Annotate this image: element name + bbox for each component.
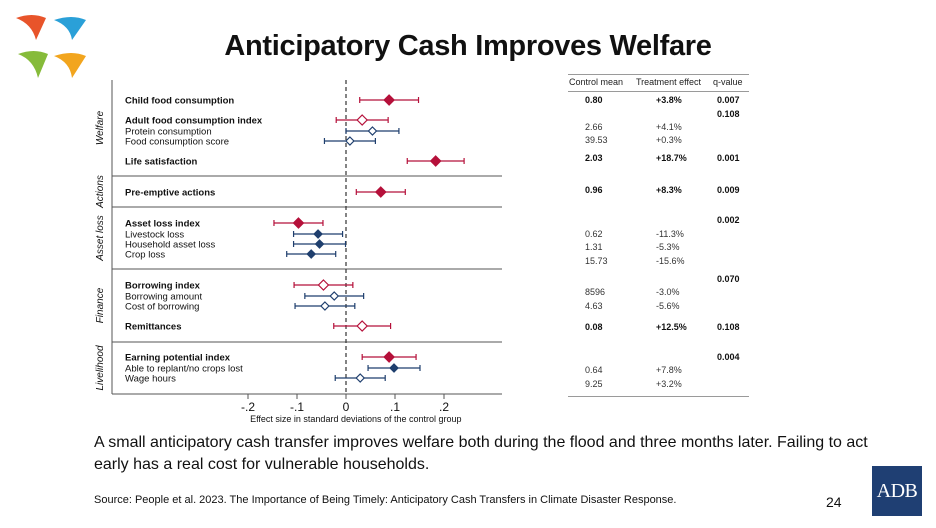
table-cell-q: 0.108 — [717, 109, 740, 119]
row-label: Earning potential index — [125, 353, 231, 364]
row-label: Livestock loss — [125, 230, 184, 241]
point-estimate — [355, 373, 366, 383]
row-label: Borrowing amount — [125, 292, 202, 303]
group-label: Asset loss — [95, 215, 106, 262]
table-cell-effect: -3.0% — [656, 287, 680, 297]
table-cell-q: 0.002 — [717, 215, 740, 225]
col-header-control-mean: Control mean — [569, 77, 624, 87]
logo-mark-orange — [16, 15, 46, 40]
row-label: Life satisfaction — [125, 157, 198, 168]
table-cell-effect: +4.1% — [656, 122, 682, 132]
x-tick-label: .1 — [390, 400, 400, 414]
table-header-rule — [568, 91, 749, 92]
point-estimate — [314, 239, 325, 249]
group-label: Finance — [95, 287, 106, 323]
point-estimate — [383, 351, 395, 363]
table-cell-effect: +8.3% — [656, 185, 682, 195]
row-label: Cost of borrowing — [125, 302, 199, 313]
table-cell-q: 0.001 — [717, 153, 740, 163]
table-cell-mean: 2.03 — [585, 153, 603, 163]
point-estimate — [389, 363, 399, 373]
logo-mark-blue — [54, 17, 86, 40]
table-cell-mean: 2.66 — [585, 122, 603, 132]
point-estimate — [356, 114, 369, 126]
point-estimate — [292, 217, 305, 229]
table-cell-mean: 0.80 — [585, 95, 603, 105]
table-cell-mean: 8596 — [585, 287, 606, 297]
point-estimate — [356, 320, 369, 332]
slide-caption: A small anticipatory cash transfer impro… — [94, 434, 868, 473]
x-tick-label: -.1 — [290, 400, 304, 414]
point-estimate — [429, 155, 442, 167]
logo-mark-yellow — [54, 53, 86, 78]
table-cell-q: 0.009 — [717, 185, 740, 195]
row-label: Protein consumption — [125, 127, 212, 138]
row-label: Borrowing index — [125, 281, 201, 292]
table-cell-mean: 0.08 — [585, 322, 603, 332]
table-cell-effect: +18.7% — [656, 153, 687, 163]
table-cell-effect: +0.3% — [656, 135, 682, 145]
point-estimate — [329, 291, 340, 301]
row-label: Pre-emptive actions — [125, 188, 215, 199]
point-estimate — [367, 126, 378, 136]
point-estimate — [345, 136, 355, 146]
row-label: Remittances — [125, 322, 182, 333]
table-cell-q: 0.004 — [717, 352, 740, 362]
adb-logo: ADB — [872, 466, 922, 516]
x-tick-label: .2 — [439, 400, 449, 414]
point-estimate — [374, 186, 387, 198]
x-axis-label: Effect size in standard deviations of th… — [250, 414, 461, 424]
table-cell-mean: 39.53 — [585, 135, 608, 145]
point-estimate — [317, 279, 330, 291]
table-cell-mean: 9.25 — [585, 379, 603, 389]
table-cell-q: 0.108 — [717, 322, 740, 332]
point-estimate — [383, 94, 395, 106]
group-label: Welfare — [95, 110, 106, 145]
logo-mark-green — [18, 51, 48, 78]
x-tick-label: 0 — [343, 400, 350, 414]
row-label: Adult food consumption index — [125, 116, 263, 127]
table-cell-mean: 0.64 — [585, 365, 603, 375]
group-label: Livelihood — [95, 345, 106, 390]
table-cell-effect: +12.5% — [656, 322, 687, 332]
x-tick-label: -.2 — [241, 400, 255, 414]
source-citation: Source: People et al. 2023. The Importan… — [94, 494, 677, 506]
row-label: Crop loss — [125, 250, 165, 261]
table-bottom-rule — [568, 396, 749, 397]
table-cell-mean: 4.63 — [585, 301, 603, 311]
table-cell-mean: 0.62 — [585, 229, 603, 239]
group-label: Actions — [95, 175, 106, 209]
slide-title: Anticipatory Cash Improves Welfare — [224, 30, 712, 62]
table-top-rule — [568, 74, 749, 75]
table-cell-effect: -5.3% — [656, 242, 680, 252]
table-cell-mean: 1.31 — [585, 242, 603, 252]
col-header-q-value: q-value — [713, 77, 743, 87]
table-cell-effect: -5.6% — [656, 301, 680, 311]
page-number: 24 — [826, 494, 842, 510]
table-cell-effect: -15.6% — [656, 256, 685, 266]
row-label: Able to replant/no crops lost — [125, 364, 243, 375]
table-cell-effect: +3.8% — [656, 95, 682, 105]
row-label: Food consumption score — [125, 137, 229, 148]
table-cell-mean: 15.73 — [585, 256, 608, 266]
results-table: Control mean Treatment effect q-value 0.… — [565, 74, 749, 397]
table-cell-q: 0.070 — [717, 274, 740, 284]
table-cell-effect: +7.8% — [656, 365, 682, 375]
point-estimate — [306, 249, 317, 259]
point-estimate — [320, 301, 330, 311]
row-label: Household asset loss — [125, 240, 216, 251]
row-label: Wage hours — [125, 374, 176, 385]
row-label: Asset loss index — [125, 219, 201, 230]
point-estimate — [313, 229, 323, 239]
logo-mark-icon — [16, 15, 86, 78]
table-cell-effect: -11.3% — [656, 229, 684, 239]
col-header-treatment-effect: Treatment effect — [636, 77, 702, 87]
row-label: Child food consumption — [125, 96, 234, 107]
table-cell-effect: +3.2% — [656, 379, 682, 389]
table-cell-q: 0.007 — [717, 95, 740, 105]
table-cell-mean: 0.96 — [585, 185, 603, 195]
